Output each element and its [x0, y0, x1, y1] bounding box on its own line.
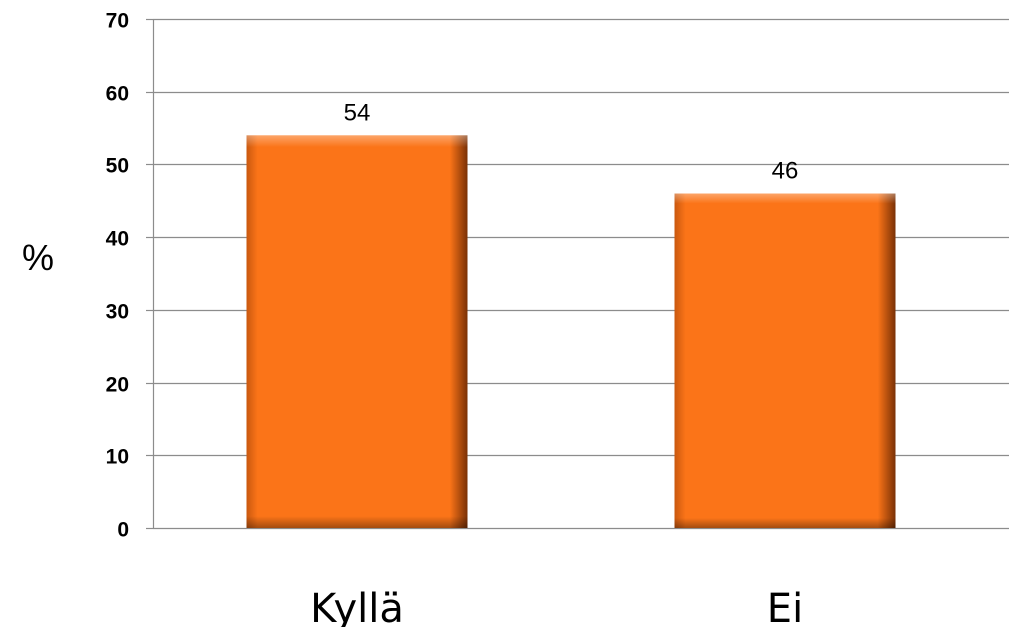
bar-shading-1	[246, 135, 468, 529]
category-labels: Kyllä Ei	[310, 586, 803, 627]
y-tick-label: 70	[106, 10, 129, 33]
data-labels: 54 46	[344, 99, 799, 184]
axes	[146, 18, 1009, 530]
data-label: 46	[772, 158, 799, 185]
bars	[246, 135, 896, 529]
category-label: Ei	[767, 586, 803, 627]
y-axis-label: %	[22, 237, 54, 278]
y-tick-label: 30	[106, 301, 129, 324]
y-tick-label: 0	[117, 519, 129, 542]
y-tick-label: 60	[106, 83, 129, 106]
y-tick-label: 20	[106, 374, 129, 397]
y-tick-labels: 0 10 20 30 40 50 60 70	[106, 10, 129, 542]
category-label: Kyllä	[310, 586, 404, 627]
bar-shading-2	[674, 193, 896, 528]
y-tick-label: 40	[106, 228, 129, 251]
y-tick-label: 50	[106, 155, 129, 178]
y-tick-label: 10	[106, 446, 129, 469]
data-label: 54	[344, 99, 371, 126]
